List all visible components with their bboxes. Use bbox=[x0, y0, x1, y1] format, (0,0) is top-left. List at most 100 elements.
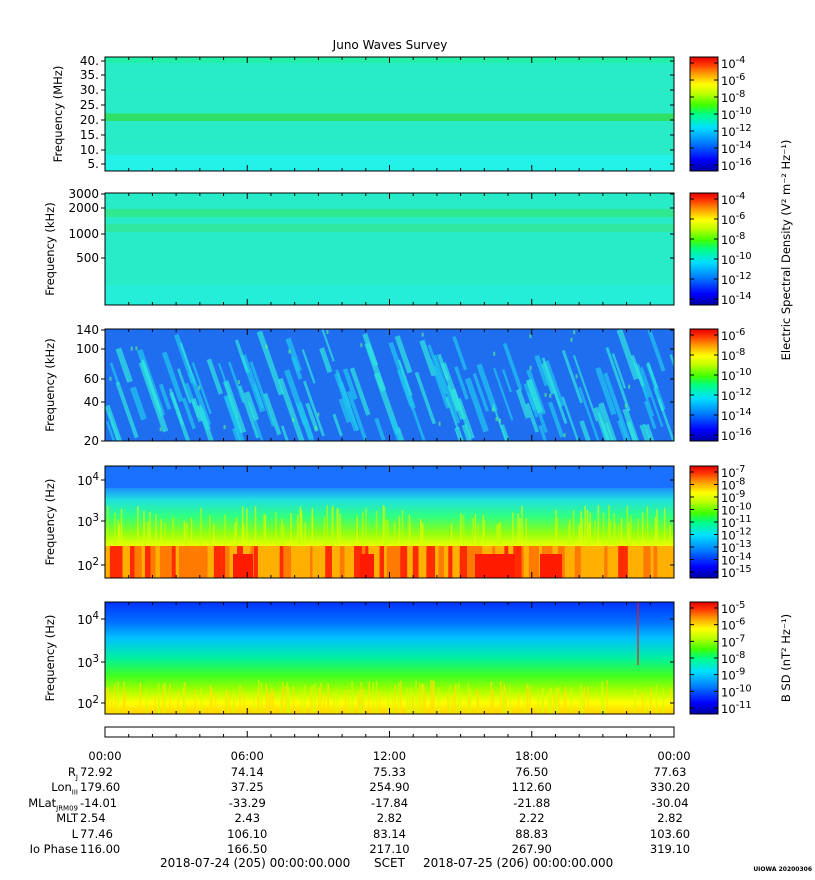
colorbar-tick-label: 10-10 bbox=[721, 106, 752, 122]
ephemeris-row-label: MLT bbox=[56, 811, 78, 826]
ephemeris-value: 319.10 bbox=[649, 842, 691, 856]
y-axis-label: Frequency (kHz) bbox=[43, 202, 57, 295]
colorbar-tick-label: 10-14 bbox=[721, 291, 752, 307]
y-axis-label: Frequency (kHz) bbox=[43, 338, 57, 431]
ephemeris-value: -14.01 bbox=[80, 795, 118, 810]
panel1-stripe bbox=[105, 125, 674, 126]
panel5-texture bbox=[105, 680, 672, 714]
y-tick-label: 2000 bbox=[68, 201, 99, 215]
colorbar-tick-label: 10-15 bbox=[721, 564, 752, 580]
ephemeris-value: 2.54 bbox=[80, 811, 106, 826]
ephemeris-value: 37.25 bbox=[230, 780, 264, 795]
y-tick-label: 25. bbox=[80, 98, 99, 112]
ephemeris-value: 83.14 bbox=[373, 826, 406, 841]
colorbar-tick-label: 10-13 bbox=[721, 539, 752, 555]
ephemeris-row-label: LonIII bbox=[51, 780, 78, 797]
panel2-band-1800khz bbox=[105, 209, 674, 217]
colorbar-tick-label: 10-7 bbox=[721, 633, 745, 649]
y-tick-label: 20 bbox=[84, 434, 99, 448]
colorbar-tick-label: 10-9 bbox=[721, 667, 745, 683]
ephemeris-value: 112.60 bbox=[511, 780, 552, 795]
ephemeris-value: 2.82 bbox=[376, 811, 403, 826]
colorbar-3 bbox=[690, 329, 718, 441]
colorbar-tick-label: 10-8 bbox=[721, 347, 745, 363]
ephemeris-value: 106.10 bbox=[227, 826, 268, 841]
colorbar-2 bbox=[690, 193, 718, 305]
colorbar-tick-label: 10-11 bbox=[721, 700, 752, 716]
colorbar-frame bbox=[689, 192, 719, 306]
y-axis-label: Frequency (Hz) bbox=[43, 615, 57, 702]
y-tick-label: 20. bbox=[80, 113, 99, 127]
panel3-bursts bbox=[105, 329, 674, 441]
panel1-stripe bbox=[105, 101, 674, 102]
colorbar-tick-label: 10-6 bbox=[721, 327, 745, 343]
colorbar-5 bbox=[690, 602, 718, 714]
ephemeris-value: 330.20 bbox=[649, 780, 691, 795]
y-axis-label: Frequency (Hz) bbox=[43, 479, 57, 566]
y-tick-label: 40 bbox=[84, 395, 99, 409]
ephemeris-value: 77.46 bbox=[80, 826, 113, 841]
colorbar-tick-label: 10-16 bbox=[721, 157, 752, 173]
colorbar-tick-label: 10-14 bbox=[721, 552, 752, 568]
ephemeris-value: 267.90 bbox=[511, 842, 552, 856]
y-axis-label: Frequency (MHz) bbox=[51, 66, 65, 163]
ephemeris-value: 88.83 bbox=[515, 826, 549, 841]
colorbar-tick-label: 10-12 bbox=[721, 387, 752, 403]
colorbar-label-bsd: B SD (nT² Hz⁻¹) bbox=[779, 613, 793, 703]
panel1-stripe bbox=[105, 89, 674, 90]
colorbar-tick-label: 10-8 bbox=[721, 231, 745, 247]
colorbar-tick-label: 10-10 bbox=[721, 502, 752, 518]
ephemeris-value: 74.14 bbox=[230, 765, 264, 779]
colorbar-tick-label: 10-8 bbox=[721, 650, 745, 666]
panel1-stripe bbox=[105, 137, 674, 138]
ephemeris-value: 2.82 bbox=[657, 811, 683, 826]
colorbar-tick-label: 10-8 bbox=[721, 477, 745, 493]
y-tick-label: 10. bbox=[80, 143, 99, 157]
colorbar-tick-label: 10-10 bbox=[721, 251, 752, 267]
colorbar-tick-label: 10-6 bbox=[721, 617, 745, 633]
ephemeris-value: 2.43 bbox=[234, 811, 261, 826]
ephemeris-value: 116.00 bbox=[80, 842, 121, 856]
panel1-stripe bbox=[105, 77, 674, 78]
colorbar-tick-label: 10-5 bbox=[721, 600, 745, 616]
ephemeris-row-label: RJ bbox=[67, 765, 78, 782]
ephemeris-value: 72.92 bbox=[80, 765, 113, 779]
y-tick-label: 500 bbox=[76, 251, 99, 265]
panel4-burst bbox=[475, 554, 515, 578]
footer-end-time: 2018-07-25 (206) 00:00:00.000 bbox=[423, 856, 614, 870]
y-tick-label: 40. bbox=[80, 54, 99, 68]
colorbar-tick-label: 10-10 bbox=[721, 683, 752, 699]
colorbar-tick-label: 10-4 bbox=[721, 191, 745, 207]
panel4-burst bbox=[540, 554, 562, 578]
footer-start-time: 2018-07-24 (205) 00:00:00.000 bbox=[160, 856, 351, 870]
ephemeris-value: 254.90 bbox=[369, 780, 410, 795]
time-tick-label: 00:00 bbox=[657, 749, 691, 763]
colorbar-tick-label: 10-6 bbox=[721, 211, 745, 227]
y-tick-label: 5. bbox=[88, 157, 99, 171]
ephemeris-row-label: Io Phase bbox=[29, 842, 78, 856]
y-tick-label: 104 bbox=[77, 611, 99, 627]
time-tick-label: 00:00 bbox=[88, 749, 122, 763]
colorbar-1 bbox=[690, 57, 718, 171]
y-tick-label: 102 bbox=[77, 557, 99, 573]
panel1-stripe bbox=[105, 65, 674, 66]
colorbar-tick-label: 10-10 bbox=[721, 367, 752, 383]
y-tick-label: 103 bbox=[77, 513, 99, 529]
ephemeris-value: -21.88 bbox=[513, 795, 551, 810]
y-tick-label: 1000 bbox=[68, 227, 99, 241]
y-tick-label: 102 bbox=[77, 695, 99, 711]
colorbar-tick-label: 10-12 bbox=[721, 527, 752, 543]
ephemeris-value: -33.29 bbox=[228, 795, 266, 810]
colorbar-tick-label: 10-16 bbox=[721, 427, 752, 443]
colorbar-tick-label: 10-7 bbox=[721, 464, 745, 480]
y-tick-label: 60 bbox=[84, 372, 99, 386]
colorbar-label-electric: Electric Spectral Density (V² m⁻² Hz⁻¹) bbox=[779, 139, 793, 361]
panel5-heatmap-bg bbox=[105, 602, 674, 714]
ephemeris-value: -17.84 bbox=[370, 795, 409, 810]
ephemeris-value: 2.22 bbox=[518, 811, 545, 826]
watermark-stamp: UIOWA 20200306 bbox=[753, 866, 812, 873]
ephemeris-row-label: MLatJRM09 bbox=[28, 795, 78, 813]
time-tick-label: 06:00 bbox=[230, 749, 264, 763]
y-tick-label: 35. bbox=[80, 68, 99, 82]
